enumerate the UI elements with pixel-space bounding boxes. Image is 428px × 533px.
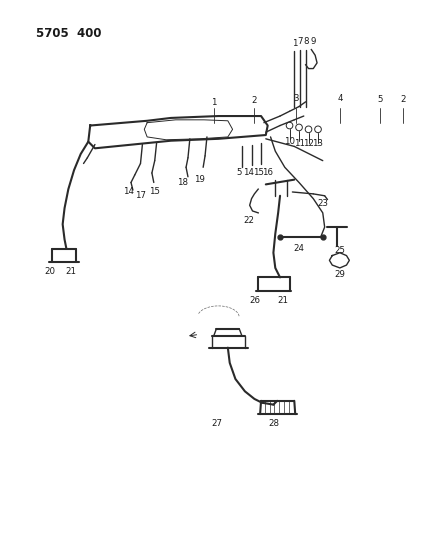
Text: 28: 28 <box>268 419 279 428</box>
Text: 29: 29 <box>334 270 345 279</box>
Text: 22: 22 <box>243 216 254 225</box>
Text: 14: 14 <box>123 188 134 197</box>
Text: 5: 5 <box>377 95 383 104</box>
Text: 12: 12 <box>303 139 314 148</box>
Text: 3: 3 <box>294 94 299 103</box>
Text: 2: 2 <box>252 96 257 106</box>
Text: 10: 10 <box>284 137 295 146</box>
Text: 2: 2 <box>401 95 406 104</box>
Text: 25: 25 <box>334 246 345 255</box>
Text: 18: 18 <box>177 178 188 187</box>
Text: 5705  400: 5705 400 <box>36 27 101 40</box>
Text: 19: 19 <box>194 175 205 184</box>
Text: 4: 4 <box>337 94 342 103</box>
Text: 1: 1 <box>211 98 216 107</box>
Text: 23: 23 <box>317 199 328 208</box>
Text: 15: 15 <box>253 168 264 177</box>
Text: 8: 8 <box>303 37 309 46</box>
Text: 17: 17 <box>135 191 146 200</box>
Text: 15: 15 <box>149 188 160 197</box>
Text: 24: 24 <box>294 245 305 253</box>
Text: 20: 20 <box>44 267 55 276</box>
Text: 5: 5 <box>237 168 242 177</box>
Text: 1: 1 <box>291 39 297 49</box>
Text: 9: 9 <box>311 37 316 46</box>
Text: 21: 21 <box>65 267 77 276</box>
Text: 27: 27 <box>211 419 222 428</box>
Text: 16: 16 <box>262 168 273 177</box>
Text: 13: 13 <box>312 139 324 148</box>
Text: 14: 14 <box>243 168 254 177</box>
Text: 26: 26 <box>249 296 260 305</box>
Text: 11: 11 <box>294 139 305 148</box>
Text: 21: 21 <box>277 296 288 305</box>
Text: 7: 7 <box>297 37 303 46</box>
